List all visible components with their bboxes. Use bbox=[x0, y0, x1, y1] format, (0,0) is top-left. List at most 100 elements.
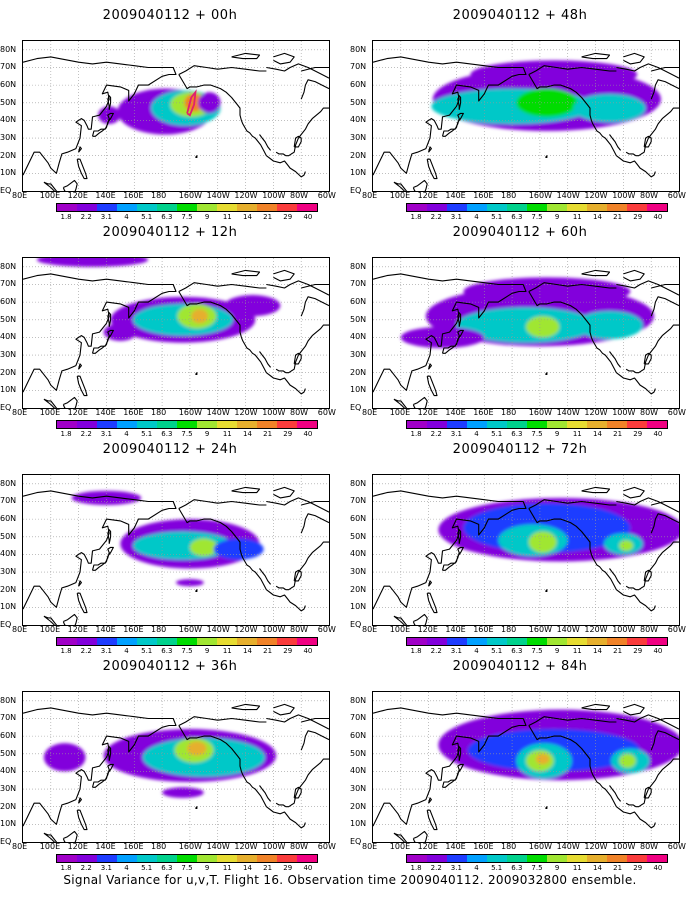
longitude-label: 180 bbox=[501, 191, 517, 200]
variance-contour bbox=[619, 540, 634, 551]
longitude-label: 160E bbox=[473, 842, 494, 851]
colorbar-level-label: 2.2 bbox=[80, 864, 92, 872]
longitude-label: 80E bbox=[362, 191, 378, 200]
longitude-label: 80W bbox=[290, 408, 309, 417]
coastline bbox=[581, 486, 611, 494]
coastline bbox=[275, 324, 329, 374]
latitude-label: EQ bbox=[0, 620, 12, 629]
coastline bbox=[62, 396, 78, 408]
longitude-label: 120E bbox=[417, 191, 438, 200]
coastline bbox=[273, 269, 295, 282]
colorbar-level-label: 1.8 bbox=[60, 647, 72, 655]
colorbar-level-label: 21 bbox=[263, 213, 273, 221]
colorbar-level-label: 4 bbox=[124, 647, 129, 655]
coastline bbox=[231, 52, 261, 60]
colorbar-swatch bbox=[257, 855, 277, 862]
latitude-label: 40N bbox=[350, 766, 367, 776]
colorbar-swatch bbox=[157, 638, 177, 645]
colorbar-swatch bbox=[57, 204, 77, 211]
colorbar: 1.8 2.2 3.1 4 5.1 6.3 7.5 9 11 14 21 29 40 bbox=[56, 637, 318, 656]
coastline bbox=[457, 312, 462, 327]
coastline bbox=[528, 282, 617, 292]
colorbar-level-label: 6.3 bbox=[161, 647, 173, 655]
map-plot bbox=[22, 40, 330, 192]
colorbar-level-label: 40 bbox=[653, 864, 663, 872]
variance-contour bbox=[176, 579, 204, 587]
longitude-label: 120E bbox=[67, 408, 88, 417]
coastline bbox=[300, 296, 329, 317]
colorbar-level-label: 5.1 bbox=[491, 430, 503, 438]
colorbar-level-label: 1.8 bbox=[410, 213, 422, 221]
coastline bbox=[412, 396, 428, 408]
colorbar-swatch bbox=[647, 855, 667, 862]
forecast-panel: 2009040112 + 60h 80N 70N 60N 50N 40N 30N 20N 10N… bbox=[350, 217, 690, 438]
colorbar: 1.8 2.2 3.1 4 5.1 6.3 7.5 9 11 14 21 29 40 bbox=[56, 203, 318, 222]
longitude-label: 160W bbox=[528, 408, 552, 417]
colorbar-swatch bbox=[97, 855, 117, 862]
colorbar-level-label: 5.1 bbox=[491, 864, 503, 872]
colorbar-level-label: 7.5 bbox=[181, 213, 193, 221]
colorbar-level-label: 21 bbox=[263, 430, 273, 438]
colorbar-swatch bbox=[177, 421, 197, 428]
coastline bbox=[545, 155, 548, 159]
coastline bbox=[616, 497, 679, 513]
colorbar-level-label: 40 bbox=[653, 213, 663, 221]
coastline bbox=[528, 499, 617, 509]
longitude-label: 80W bbox=[640, 191, 659, 200]
colorbar-swatch bbox=[297, 855, 317, 862]
coastline bbox=[259, 351, 272, 368]
longitude-label: 140E bbox=[95, 191, 116, 200]
colorbar-swatch bbox=[277, 204, 297, 211]
longitude-label: 180 bbox=[501, 842, 517, 851]
colorbar-swatch bbox=[647, 204, 667, 211]
coastline bbox=[623, 269, 645, 282]
longitude-label: 120E bbox=[67, 842, 88, 851]
longitude-label: 100E bbox=[39, 408, 61, 417]
longitude-label: 80W bbox=[640, 842, 659, 851]
colorbar-swatch bbox=[547, 421, 567, 428]
coastline bbox=[528, 65, 617, 75]
colorbar-swatch bbox=[217, 204, 237, 211]
colorbar-swatch bbox=[297, 638, 317, 645]
coastline bbox=[23, 56, 177, 176]
latitude-label: 50N bbox=[0, 748, 17, 758]
colorbar-level-label: 4 bbox=[124, 430, 129, 438]
colorbar-swatch bbox=[587, 638, 607, 645]
coastline bbox=[23, 273, 177, 393]
colorbar-swatch bbox=[197, 638, 217, 645]
colorbar-swatch bbox=[647, 638, 667, 645]
map-plot bbox=[372, 474, 680, 626]
colorbar-level-label: 9 bbox=[554, 430, 560, 438]
coastline bbox=[275, 758, 329, 808]
longitude-label: 140W bbox=[556, 408, 580, 417]
coastline bbox=[616, 63, 679, 79]
colorbar-level-label: 7.5 bbox=[531, 864, 543, 872]
longitude-axis: 80E 100E 120E 140E 160E 180 160W 140W 120W 100W 80… bbox=[362, 625, 690, 635]
colorbar-level-label: 6.3 bbox=[161, 213, 173, 221]
latitude-label: 50N bbox=[350, 531, 367, 541]
colorbar-level-label: 7.5 bbox=[531, 647, 543, 655]
latitude-label: 80N bbox=[350, 44, 367, 54]
colorbar-level-label: 5.1 bbox=[141, 647, 153, 655]
variance-contour bbox=[516, 88, 578, 117]
longitude-label: 120W bbox=[234, 191, 258, 200]
colorbar-level-label: 4 bbox=[474, 213, 479, 221]
longitude-label: 80E bbox=[362, 408, 378, 417]
flight-track bbox=[186, 89, 197, 117]
colorbar-swatch bbox=[487, 638, 507, 645]
colorbar-swatch bbox=[587, 204, 607, 211]
latitude-label: 20N bbox=[350, 801, 367, 811]
map-plot bbox=[372, 691, 680, 843]
colorbar-level-label: 3.1 bbox=[100, 213, 112, 221]
colorbar-swatch bbox=[217, 421, 237, 428]
colorbar-level-label: 7.5 bbox=[181, 647, 193, 655]
latitude-label: EQ bbox=[0, 837, 12, 846]
coastline bbox=[623, 486, 645, 499]
latitude-label: 10N bbox=[0, 602, 17, 612]
colorbar-level-label: 29 bbox=[283, 213, 293, 221]
latitude-label: 80N bbox=[0, 44, 17, 54]
coastline bbox=[623, 52, 645, 65]
coastline bbox=[650, 79, 679, 100]
longitude-label: 100E bbox=[39, 625, 61, 634]
coastline bbox=[651, 66, 679, 72]
